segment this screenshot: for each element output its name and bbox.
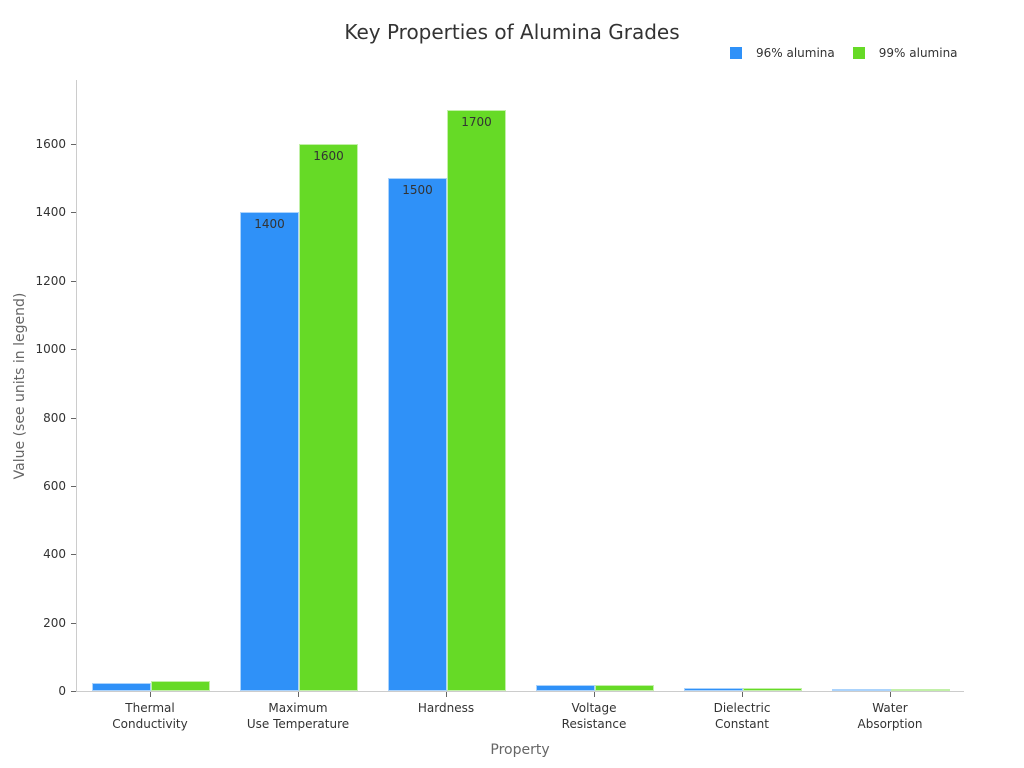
y-axis-label: Value (see units in legend) — [12, 292, 28, 480]
bar[interactable]: 1500 — [388, 178, 447, 691]
bar-value-label: 1600 — [313, 149, 344, 163]
bar[interactable] — [743, 687, 802, 691]
legend: 96% alumina 99% alumina — [730, 46, 976, 60]
y-tick-mark — [71, 622, 76, 624]
y-tick-mark — [71, 280, 76, 282]
y-tick-mark — [71, 417, 76, 419]
bar[interactable] — [92, 682, 151, 691]
x-tick: Voltage Resistance — [520, 692, 668, 732]
x-tick-mark — [446, 692, 447, 697]
x-tick-label: Water Absorption — [857, 701, 923, 731]
x-tick: Dielectric Constant — [668, 692, 816, 732]
bar[interactable] — [684, 687, 743, 691]
x-tick-label: Voltage Resistance — [561, 701, 627, 731]
x-tick-label: Hardness — [417, 701, 475, 715]
y-tick-mark — [71, 212, 76, 214]
y-tick-label: 200 — [43, 615, 66, 630]
x-tick: Thermal Conductivity — [76, 692, 224, 732]
y-tick-label: 800 — [43, 410, 66, 425]
x-tick: Maximum Use Temperature — [224, 692, 372, 732]
plot-area: 1400 1600 1500 1700 — [76, 80, 964, 692]
bar[interactable] — [891, 689, 950, 691]
bar[interactable] — [536, 685, 595, 691]
y-tick-label: 1000 — [35, 342, 66, 357]
y-tick-mark — [71, 349, 76, 351]
x-tick-label: Thermal Conductivity — [112, 701, 188, 731]
y-tick-label: 1400 — [35, 205, 66, 220]
x-tick-mark — [298, 692, 299, 697]
chart-title: Key Properties of Alumina Grades — [344, 20, 680, 44]
legend-label-96: 96% alumina — [756, 46, 835, 60]
bar[interactable]: 1600 — [299, 144, 358, 691]
x-tick-mark — [594, 692, 595, 697]
y-tick-mark — [71, 554, 76, 556]
bar[interactable]: 1400 — [240, 212, 299, 691]
legend-label-99: 99% alumina — [878, 46, 958, 60]
bar[interactable]: 1700 — [447, 109, 506, 691]
y-tick-label: 1600 — [35, 137, 66, 151]
bar-value-label: 1700 — [461, 114, 492, 129]
x-tick-label: Maximum Use Temperature — [246, 701, 350, 731]
x-tick-mark — [742, 692, 743, 697]
bar[interactable] — [151, 680, 210, 691]
y-tick-mark — [71, 485, 76, 487]
x-tick: Hardness — [372, 692, 520, 716]
x-tick-mark — [150, 692, 151, 697]
y-tick-mark — [71, 144, 76, 145]
x-axis-label: Property — [490, 742, 550, 758]
x-tick: Water Absorption — [816, 692, 964, 732]
bar-value-label: 1400 — [254, 217, 285, 232]
bar[interactable] — [832, 689, 891, 691]
legend-item-99[interactable]: 99% alumina — [852, 46, 958, 60]
y-tick-label: 0 — [58, 684, 66, 698]
legend-item-96[interactable]: 96% alumina — [730, 46, 835, 60]
legend-swatch-96 — [730, 47, 742, 59]
y-tick-label: 600 — [43, 478, 66, 493]
y-tick-label: 1200 — [35, 273, 66, 288]
bar[interactable] — [595, 684, 654, 691]
bar-value-label: 1500 — [402, 183, 433, 198]
y-tick-mark — [71, 691, 76, 692]
legend-swatch-99 — [852, 47, 865, 59]
x-tick-mark — [890, 692, 891, 697]
x-tick-label: Dielectric Constant — [713, 701, 771, 731]
y-tick-label: 400 — [43, 547, 66, 562]
